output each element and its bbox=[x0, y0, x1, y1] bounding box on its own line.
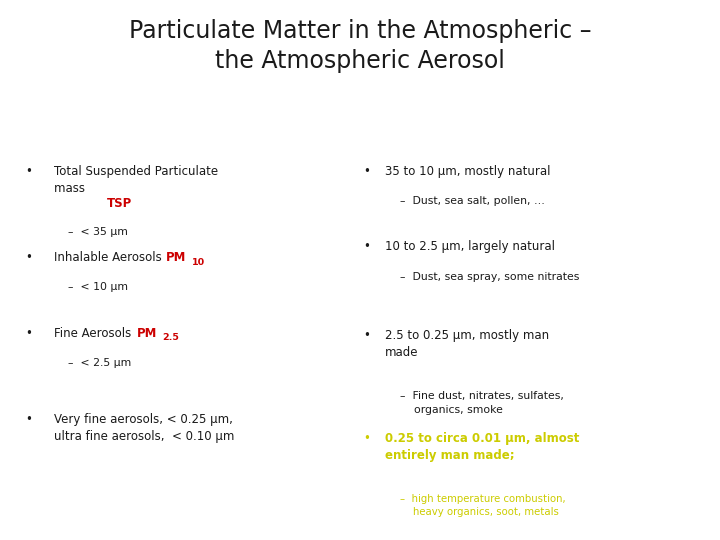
Text: Particulate Matter in the Atmospheric –
the Atmospheric Aerosol: Particulate Matter in the Atmospheric – … bbox=[129, 19, 591, 72]
Text: PM: PM bbox=[166, 251, 186, 264]
Text: 2.5 to 0.25 μm, mostly man
made: 2.5 to 0.25 μm, mostly man made bbox=[385, 329, 549, 360]
Text: –  Dust, sea spray, some nitrates: – Dust, sea spray, some nitrates bbox=[400, 272, 579, 282]
Text: •: • bbox=[364, 432, 371, 445]
Text: –  Fine dust, nitrates, sulfates,
    organics, smoke: – Fine dust, nitrates, sulfates, organic… bbox=[400, 392, 564, 415]
Text: •: • bbox=[364, 329, 371, 342]
Text: –  high temperature combustion,
    heavy organics, soot, metals: – high temperature combustion, heavy org… bbox=[400, 494, 565, 517]
Text: •: • bbox=[364, 240, 371, 253]
Text: Fine Aerosols: Fine Aerosols bbox=[54, 327, 135, 340]
Text: •: • bbox=[364, 165, 371, 178]
Text: 2.5: 2.5 bbox=[163, 333, 179, 342]
Text: PM: PM bbox=[137, 327, 157, 340]
Text: 10: 10 bbox=[192, 258, 204, 267]
Text: 10 to 2.5 μm, largely natural: 10 to 2.5 μm, largely natural bbox=[385, 240, 555, 253]
Text: •: • bbox=[25, 251, 32, 264]
Text: –  < 10 μm: – < 10 μm bbox=[68, 282, 128, 293]
Text: Total Suspended Particulate
mass: Total Suspended Particulate mass bbox=[54, 165, 218, 195]
Text: •: • bbox=[25, 327, 32, 340]
Text: –  < 2.5 μm: – < 2.5 μm bbox=[68, 358, 132, 368]
Text: –  Dust, sea salt, pollen, …: – Dust, sea salt, pollen, … bbox=[400, 196, 544, 206]
Text: 0.25 to circa 0.01 μm, almost
entirely man made;: 0.25 to circa 0.01 μm, almost entirely m… bbox=[385, 432, 580, 462]
Text: TSP: TSP bbox=[107, 197, 132, 210]
Text: •: • bbox=[25, 165, 32, 178]
Text: Inhalable Aerosols: Inhalable Aerosols bbox=[54, 251, 166, 264]
Text: Very fine aerosols, < 0.25 μm,
ultra fine aerosols,  < 0.10 μm: Very fine aerosols, < 0.25 μm, ultra fin… bbox=[54, 413, 235, 443]
Text: •: • bbox=[25, 413, 32, 426]
Text: –  < 35 μm: – < 35 μm bbox=[68, 227, 128, 237]
Text: 35 to 10 μm, mostly natural: 35 to 10 μm, mostly natural bbox=[385, 165, 551, 178]
